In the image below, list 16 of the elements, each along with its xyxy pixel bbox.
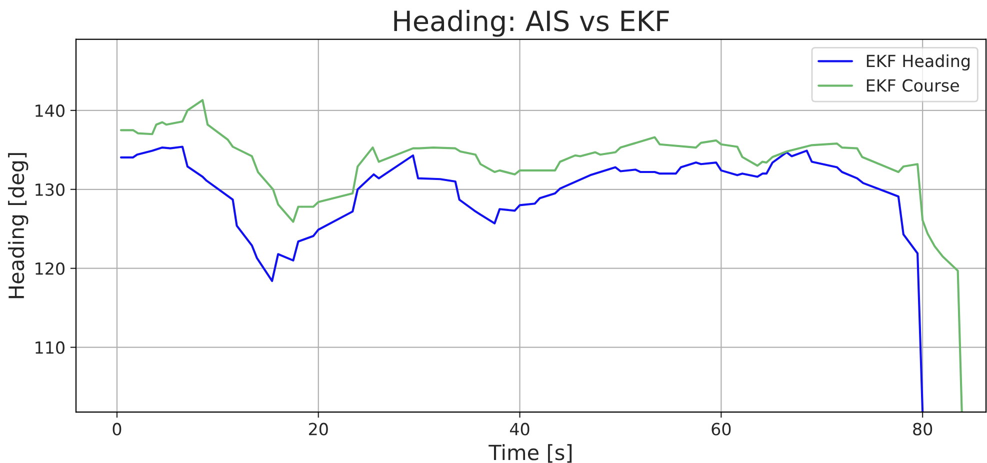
y-tick-label: 120 xyxy=(36,262,64,275)
x-axis-title: Time [s] xyxy=(488,444,572,463)
line-series xyxy=(120,99,963,412)
y-tick-label: 130 xyxy=(36,183,64,196)
y-tick-label: 110 xyxy=(36,341,64,354)
chart-title: Heading: AIS vs EKF xyxy=(394,10,669,37)
x-tick-label: 60 xyxy=(712,422,731,436)
legend-label: EKF Course xyxy=(866,79,959,92)
legend-label: EKF Heading xyxy=(866,54,970,70)
y-tick-label: 140 xyxy=(36,104,64,117)
x-tick-label: 40 xyxy=(510,422,530,436)
x-tick-label: 80 xyxy=(913,422,932,436)
x-tick-label: 0 xyxy=(112,422,122,436)
y-axis-title: Heading [deg] xyxy=(8,153,28,298)
line-series xyxy=(120,146,924,412)
x-tick-label: 20 xyxy=(309,422,328,436)
